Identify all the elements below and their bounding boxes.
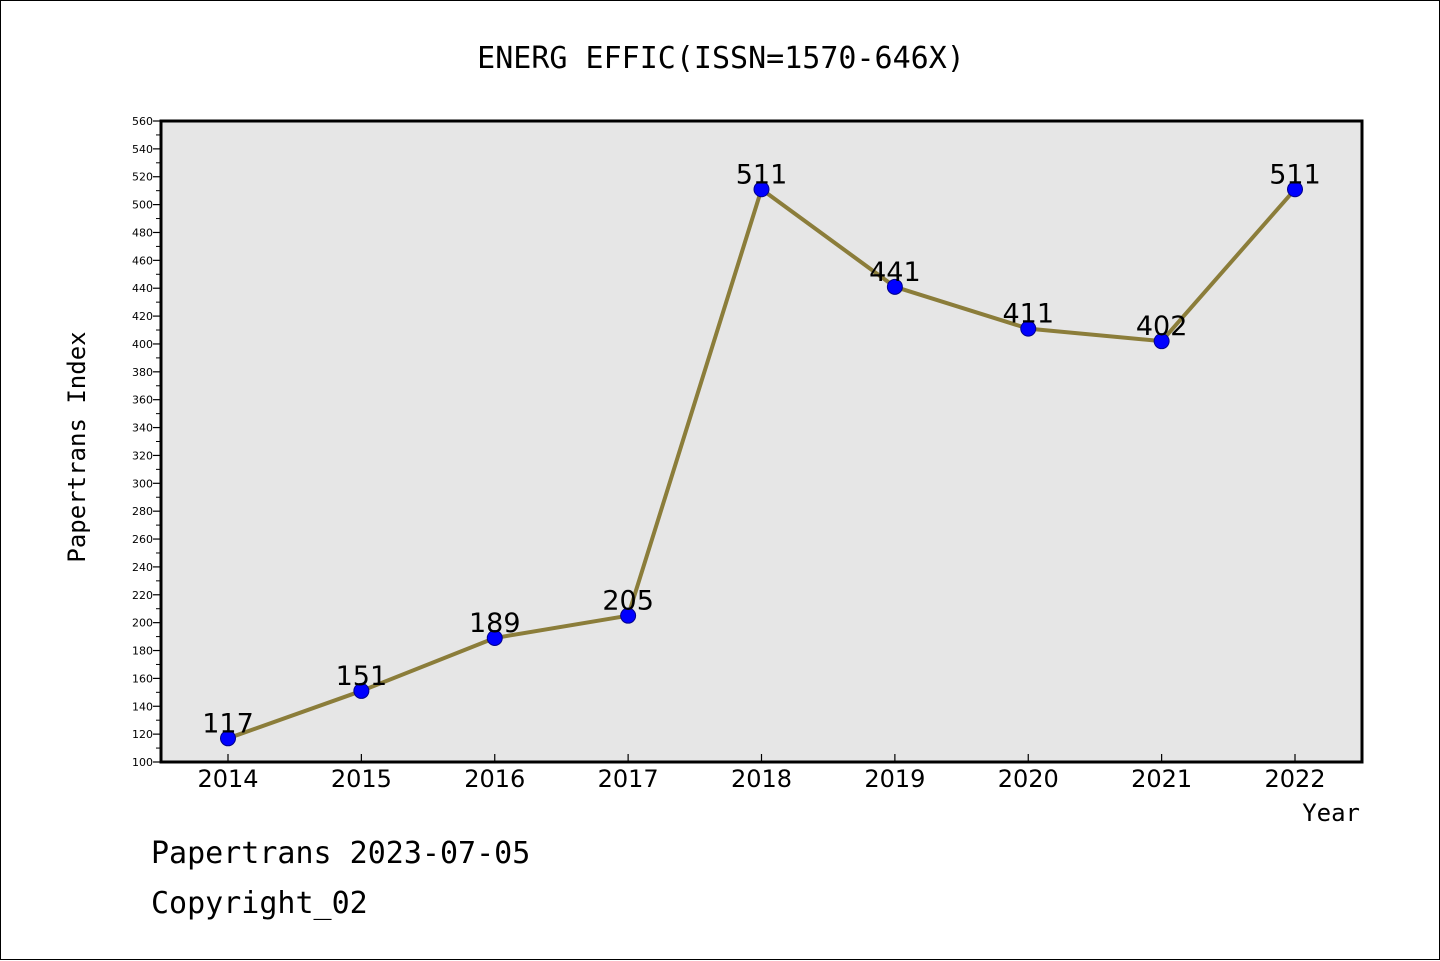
data-point — [886, 278, 903, 295]
y-tick-label: 300 — [132, 477, 153, 490]
data-label: 441 — [869, 257, 921, 288]
y-tick-label: 120 — [132, 728, 153, 741]
y-tick-label: 320 — [132, 449, 153, 462]
y-tick-label: 500 — [132, 199, 153, 212]
y-tick-label: 380 — [132, 366, 153, 379]
data-label: 411 — [1002, 299, 1054, 330]
x-axis: 2014 2015 2016 2017 2018 2019 2020 2021 2022 — [197, 754, 1326, 793]
x-tick-label: 2014 — [197, 765, 258, 793]
y-tick-label: 140 — [132, 700, 153, 713]
y-tick-label: 420 — [132, 310, 153, 323]
data-point — [486, 629, 503, 646]
y-tick-label: 460 — [132, 254, 153, 267]
footer-copyright: Copyright_02 — [151, 886, 368, 921]
data-point — [1287, 181, 1303, 198]
y-tick-label: 440 — [132, 282, 153, 295]
y-axis-label: Papertrans Index — [63, 331, 91, 562]
y-tick-label: 240 — [132, 561, 153, 574]
x-tick-label: 2021 — [1131, 765, 1192, 793]
x-tick-label: 2019 — [864, 765, 925, 793]
data-point — [620, 607, 637, 624]
y-tick-label: 520 — [132, 171, 153, 184]
y-axis: 100 120 140 160 180 200 220 240 260 280 300 320 340 3… — [132, 115, 161, 769]
x-tick-label: 2015 — [331, 765, 392, 793]
x-tick-label: 2016 — [464, 765, 525, 793]
data-point — [753, 181, 770, 198]
data-point — [1020, 320, 1037, 337]
y-tick-label: 180 — [132, 645, 153, 658]
y-tick-label: 480 — [132, 226, 153, 239]
footer-date: Papertrans 2023-07-05 — [151, 836, 531, 871]
data-label: 205 — [602, 586, 654, 617]
y-tick-label: 400 — [132, 338, 153, 351]
y-tick-label: 100 — [132, 756, 153, 769]
x-tick-label: 2018 — [731, 765, 792, 793]
y-tick-label: 200 — [132, 617, 153, 630]
data-label: 189 — [469, 608, 521, 639]
series-layer: 117 151 189 205 511 441 411 402 511 — [202, 159, 1321, 747]
data-label: 511 — [1269, 159, 1321, 190]
y-tick-label: 560 — [132, 115, 153, 128]
data-label: 117 — [202, 708, 254, 739]
plot-area — [159, 119, 1364, 764]
x-tick-label: 2020 — [998, 765, 1059, 793]
data-label: 511 — [736, 159, 788, 190]
data-point — [353, 682, 370, 699]
x-tick-label: 2022 — [1264, 765, 1325, 793]
y-tick-label: 160 — [132, 672, 153, 685]
chart-title: ENERG EFFIC(ISSN=1570-646X) — [477, 41, 965, 76]
y-tick-label: 360 — [132, 394, 153, 407]
y-tick-label: 540 — [132, 143, 153, 156]
data-label: 402 — [1136, 311, 1188, 342]
x-axis-label: Year — [1302, 799, 1360, 827]
x-tick-label: 2017 — [598, 765, 659, 793]
y-tick-label: 220 — [132, 589, 153, 602]
data-point — [1153, 333, 1170, 350]
y-tick-label: 260 — [132, 533, 153, 546]
y-tick-label: 340 — [132, 422, 153, 435]
data-label: 151 — [336, 661, 388, 692]
y-tick-label: 280 — [132, 505, 153, 518]
data-point — [220, 730, 236, 747]
